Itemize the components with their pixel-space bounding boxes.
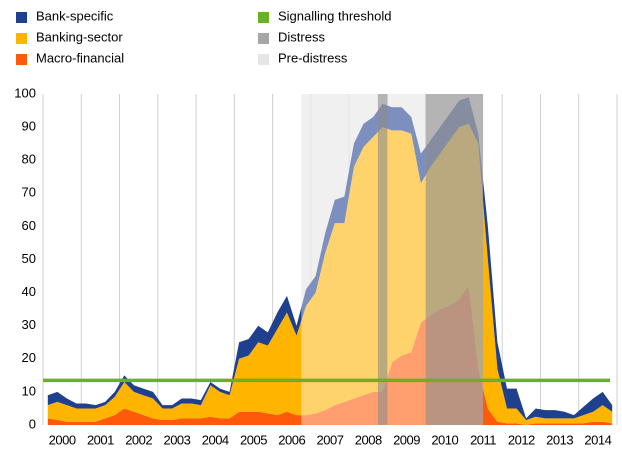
x-tick-label: 2010 xyxy=(431,432,458,447)
x-tick-label: 2003 xyxy=(163,432,190,447)
y-tick-label: 40 xyxy=(22,284,36,299)
y-tick-label: 10 xyxy=(22,383,36,398)
x-tick-label: 2009 xyxy=(393,432,420,447)
x-tick-label: 2013 xyxy=(546,432,573,447)
legend-label: Pre-distress xyxy=(278,50,348,65)
y-tick-label: 50 xyxy=(22,251,36,266)
legend-label: Bank-specific xyxy=(36,8,114,23)
y-tick-label: 100 xyxy=(14,85,36,100)
y-tick-label: 70 xyxy=(22,185,36,200)
legend-swatch xyxy=(16,12,27,23)
x-tick-label: 2007 xyxy=(317,432,344,447)
legend-swatch xyxy=(258,33,269,44)
x-tick-label: 2011 xyxy=(470,432,496,447)
y-tick-label: 60 xyxy=(22,218,36,233)
x-tick-label: 2008 xyxy=(355,432,382,447)
distress-band xyxy=(377,94,388,425)
legend-label: Distress xyxy=(278,29,325,44)
x-tick-label: 2002 xyxy=(125,432,152,447)
x-tick-label: 2006 xyxy=(278,432,305,447)
y-tick-label: 80 xyxy=(22,152,36,167)
x-tick-label: 2014 xyxy=(584,432,611,447)
x-tick-label: 2001 xyxy=(87,432,114,447)
x-tick-label: 2005 xyxy=(240,432,267,447)
y-tick-label: 0 xyxy=(29,416,36,431)
y-tick-label: 30 xyxy=(22,317,36,332)
legend-swatch xyxy=(258,54,269,65)
legend-label: Signalling threshold xyxy=(278,8,391,23)
y-tick-label: 90 xyxy=(22,119,36,134)
y-tick-label: 20 xyxy=(22,350,36,365)
legend-label: Banking-sector xyxy=(36,29,123,44)
legend-label: Macro-financial xyxy=(36,50,124,65)
x-tick-label: 2012 xyxy=(508,432,535,447)
legend-swatch xyxy=(16,54,27,65)
x-tick-label: 2004 xyxy=(202,432,229,447)
legend-swatch xyxy=(16,33,27,44)
distress-band xyxy=(425,94,484,425)
x-tick-label: 2000 xyxy=(49,432,76,447)
legend-swatch xyxy=(258,12,269,23)
